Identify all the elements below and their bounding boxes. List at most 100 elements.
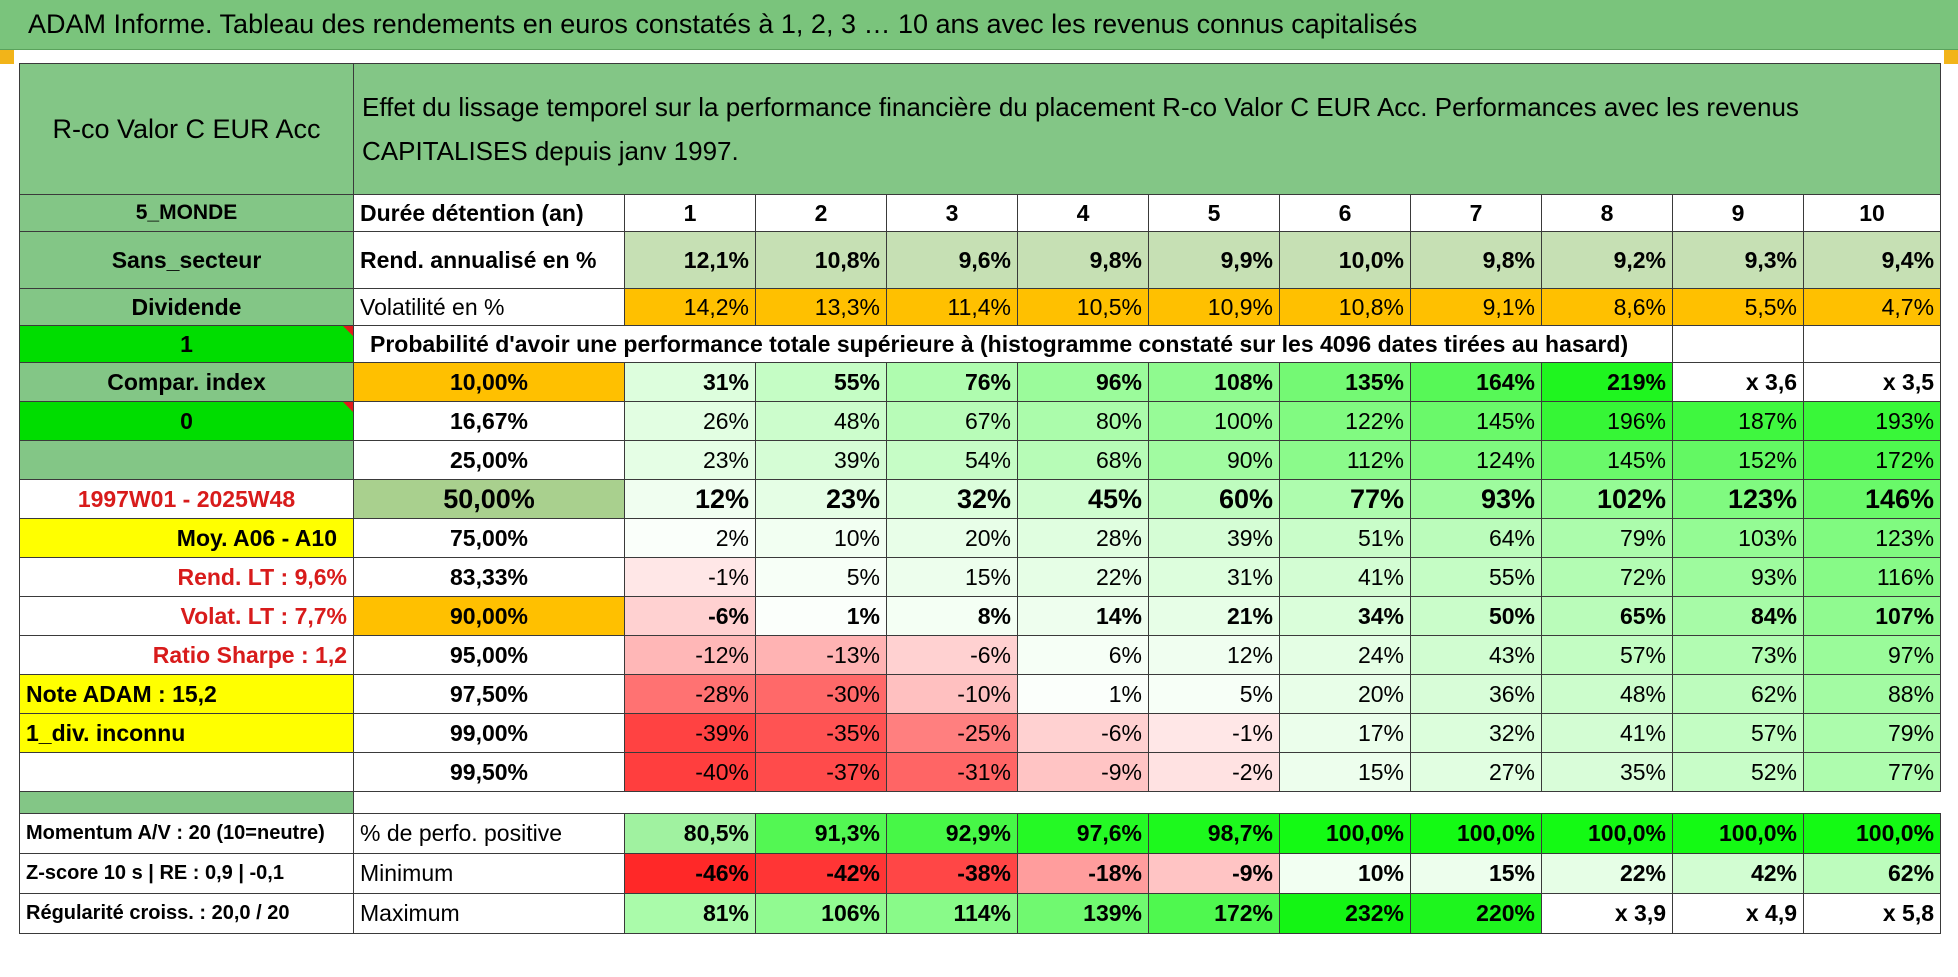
prob-row1-cell-y2: 48% [755, 401, 887, 441]
prob-row3-cell-y5: 60% [1148, 479, 1280, 519]
vol-cell-y4: 10,5% [1017, 288, 1149, 326]
prob-row4-cell-y1: 2% [624, 518, 756, 558]
year-header-y2: 2 [755, 194, 887, 232]
prob-row3-cell-y6: 77% [1279, 479, 1411, 519]
min-cell-y6: 10% [1279, 853, 1411, 894]
prob-row3-cell-y9: 123% [1672, 479, 1804, 519]
flag-0-cell: 0 [19, 401, 354, 441]
prob-row7-cell-y9: 73% [1672, 635, 1804, 675]
rend-cell-y5: 9,9% [1148, 231, 1280, 289]
regularite-label: Régularité croiss. : 20,0 / 20 [19, 893, 354, 934]
prob-row0-cell-y10: x 3,5 [1802, 362, 1942, 402]
prob-row4-cell-y3: 20% [886, 518, 1018, 558]
prob-row5-cell-y4: 22% [1017, 557, 1149, 597]
prob-row0-cell-y9: x 3,6 [1672, 362, 1804, 402]
prob-row2-cell-y3: 54% [886, 440, 1018, 480]
pos-cell-y5: 98,7% [1148, 813, 1280, 854]
prob-row8-cell-y7: 36% [1410, 674, 1542, 714]
volat-lt-label: Volat. LT : 7,7% [19, 596, 354, 636]
min-cell-y8: 22% [1541, 853, 1673, 894]
pos-cell-y2: 91,3% [755, 813, 887, 854]
pos-cell-y10: 100,0% [1802, 813, 1942, 854]
compar-index-label: Compar. index [19, 362, 354, 402]
prob-row4-cell-y6: 51% [1279, 518, 1411, 558]
blank-green-cell [19, 440, 354, 480]
prob-row3-cell-y1: 12% [624, 479, 756, 519]
max-cell-y8: x 3,9 [1541, 893, 1673, 934]
max-cell-y1: 81% [624, 893, 756, 934]
prob-row1-cell-y1: 26% [624, 401, 756, 441]
header-description: Effet du lissage temporel sur la perform… [352, 63, 1942, 195]
prob-row1-cell-y3: 67% [886, 401, 1018, 441]
prob-row6-cell-y3: 8% [886, 596, 1018, 636]
prob-row2-cell-y9: 152% [1672, 440, 1804, 480]
year-header-y6: 6 [1279, 194, 1411, 232]
prob-row10-cell-y6: 15% [1279, 752, 1411, 792]
rend-cell-y10: 9,4% [1802, 231, 1942, 289]
pos-cell-y1: 80,5% [624, 813, 756, 854]
secteur-label: Sans_secteur [19, 231, 354, 289]
max-cell-y5: 172% [1148, 893, 1280, 934]
prob-row10-cell-y9: 52% [1672, 752, 1804, 792]
vol-cell-y1: 14,2% [624, 288, 756, 326]
year-header-y9: 9 [1672, 194, 1804, 232]
prob-row9-cell-y6: 17% [1279, 713, 1411, 753]
year-header-y4: 4 [1017, 194, 1149, 232]
div-inconnu-label: 1_div. inconnu [19, 713, 354, 753]
prob-row0-cell-y7: 164% [1410, 362, 1542, 402]
prob-row8-cell-y5: 5% [1148, 674, 1280, 714]
prob-row3-cell-y4: 45% [1017, 479, 1149, 519]
prob-row9-cell-y4: -6% [1017, 713, 1149, 753]
prob-row7-cell-y5: 12% [1148, 635, 1280, 675]
prob-threshold-cell: 25,00% [353, 440, 625, 480]
vol-label: Volatilité en % [353, 288, 625, 326]
vol-cell-y6: 10,8% [1279, 288, 1411, 326]
prob-row6-cell-y7: 50% [1410, 596, 1542, 636]
rend-cell-y6: 10,0% [1279, 231, 1411, 289]
prob-row4-cell-y10: 123% [1802, 518, 1942, 558]
prob-row2-cell-y2: 39% [755, 440, 887, 480]
prob-row5-cell-y8: 72% [1541, 557, 1673, 597]
year-header-y8: 8 [1541, 194, 1673, 232]
max-cell-y7: 220% [1410, 893, 1542, 934]
prob-row9-cell-y9: 57% [1672, 713, 1804, 753]
prob-row1-cell-y5: 100% [1148, 401, 1280, 441]
pos-cell-y8: 100,0% [1541, 813, 1673, 854]
prob-row3-cell-y8: 102% [1541, 479, 1673, 519]
prob-row5-cell-y9: 93% [1672, 557, 1804, 597]
prob-row0-cell-y2: 55% [755, 362, 887, 402]
moy-label: Moy. A06 - A10 [19, 518, 354, 558]
prob-row4-cell-y4: 28% [1017, 518, 1149, 558]
vol-cell-y7: 9,1% [1410, 288, 1542, 326]
max-cell-y10: x 5,8 [1802, 893, 1942, 934]
dividende-label: Dividende [19, 288, 354, 326]
period-label: 1997W01 - 2025W48 [19, 479, 354, 519]
prob-row10-cell-y5: -2% [1148, 752, 1280, 792]
returns-table: R-co Valor C EUR Acc Effet du lissage te… [19, 63, 1942, 934]
prob-row8-cell-y4: 1% [1017, 674, 1149, 714]
prob-row5-cell-y7: 55% [1410, 557, 1542, 597]
prob-row7-cell-y3: -6% [886, 635, 1018, 675]
max-cell-y2: 106% [755, 893, 887, 934]
min-cell-y1: -46% [624, 853, 756, 894]
left-edge-marker [0, 50, 14, 64]
pos-cell-y3: 92,9% [886, 813, 1018, 854]
prob-row5-cell-y2: 5% [755, 557, 887, 597]
prob-threshold-cell: 99,00% [353, 713, 625, 753]
prob-row4-cell-y2: 10% [755, 518, 887, 558]
min-cell-y5: -9% [1148, 853, 1280, 894]
min-cell-y3: -38% [886, 853, 1018, 894]
prob-row2-cell-y5: 90% [1148, 440, 1280, 480]
year-header-y10: 10 [1802, 194, 1942, 232]
prob-row8-cell-y10: 88% [1802, 674, 1942, 714]
prob-row9-cell-y1: -39% [624, 713, 756, 753]
min-cell-y10: 62% [1802, 853, 1942, 894]
prob-row10-cell-y3: -31% [886, 752, 1018, 792]
vol-cell-y5: 10,9% [1148, 288, 1280, 326]
prob-row9-cell-y3: -25% [886, 713, 1018, 753]
prob-row9-cell-y8: 41% [1541, 713, 1673, 753]
prob-row1-cell-y9: 187% [1672, 401, 1804, 441]
prob-row5-cell-y1: -1% [624, 557, 756, 597]
pos-cell-y9: 100,0% [1672, 813, 1804, 854]
max-cell-y9: x 4,9 [1672, 893, 1804, 934]
